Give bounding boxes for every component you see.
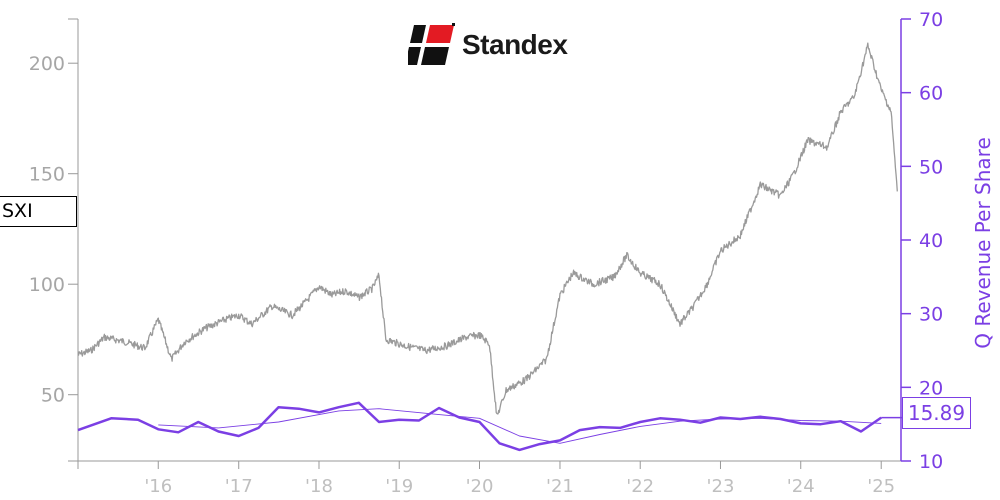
labels-layer: 50 100 150 200 10 20 30 40 50 60 70 Q Revenue Per S… <box>29 9 995 497</box>
revenue-trend-line <box>158 408 882 444</box>
right-tick-label: 70 <box>919 9 943 31</box>
right-tick-label: 50 <box>919 156 943 178</box>
revenue-series-line <box>77 401 882 452</box>
x-tick-label: '16 <box>144 476 172 497</box>
x-tick-label: '17 <box>225 476 253 497</box>
x-tick-label: '20 <box>466 476 494 497</box>
x-tick-label: '18 <box>305 476 333 497</box>
right-tick-label: 20 <box>919 377 943 399</box>
right-tick-label: 40 <box>919 230 943 252</box>
right-tick-label: 10 <box>919 451 943 473</box>
ticker-label: SXI <box>0 196 77 227</box>
left-tick-label: 150 <box>29 164 65 186</box>
logo-wordmark: Standex <box>462 29 568 60</box>
x-tick-label: '25 <box>867 476 895 497</box>
x-tick-label: '21 <box>546 476 574 497</box>
x-tick-label: '23 <box>707 476 735 497</box>
company-logo: Standex <box>408 22 568 68</box>
x-tick-label: '19 <box>385 476 413 497</box>
left-tick-label: 100 <box>29 274 65 296</box>
price-series-line <box>77 42 898 415</box>
right-tick-label: 30 <box>919 304 943 326</box>
left-tick-label: 200 <box>29 53 65 75</box>
axes-layer <box>68 18 911 469</box>
x-tick-label: '24 <box>787 476 815 497</box>
last-value-label: 15.89 <box>902 397 971 429</box>
series-layer <box>77 42 902 452</box>
right-tick-label: 60 <box>919 83 943 105</box>
right-axis-label: Q Revenue Per Share <box>971 137 995 349</box>
left-tick-label: 50 <box>41 385 65 407</box>
x-tick-label: '22 <box>626 476 654 497</box>
standex-logo-icon <box>408 23 455 65</box>
